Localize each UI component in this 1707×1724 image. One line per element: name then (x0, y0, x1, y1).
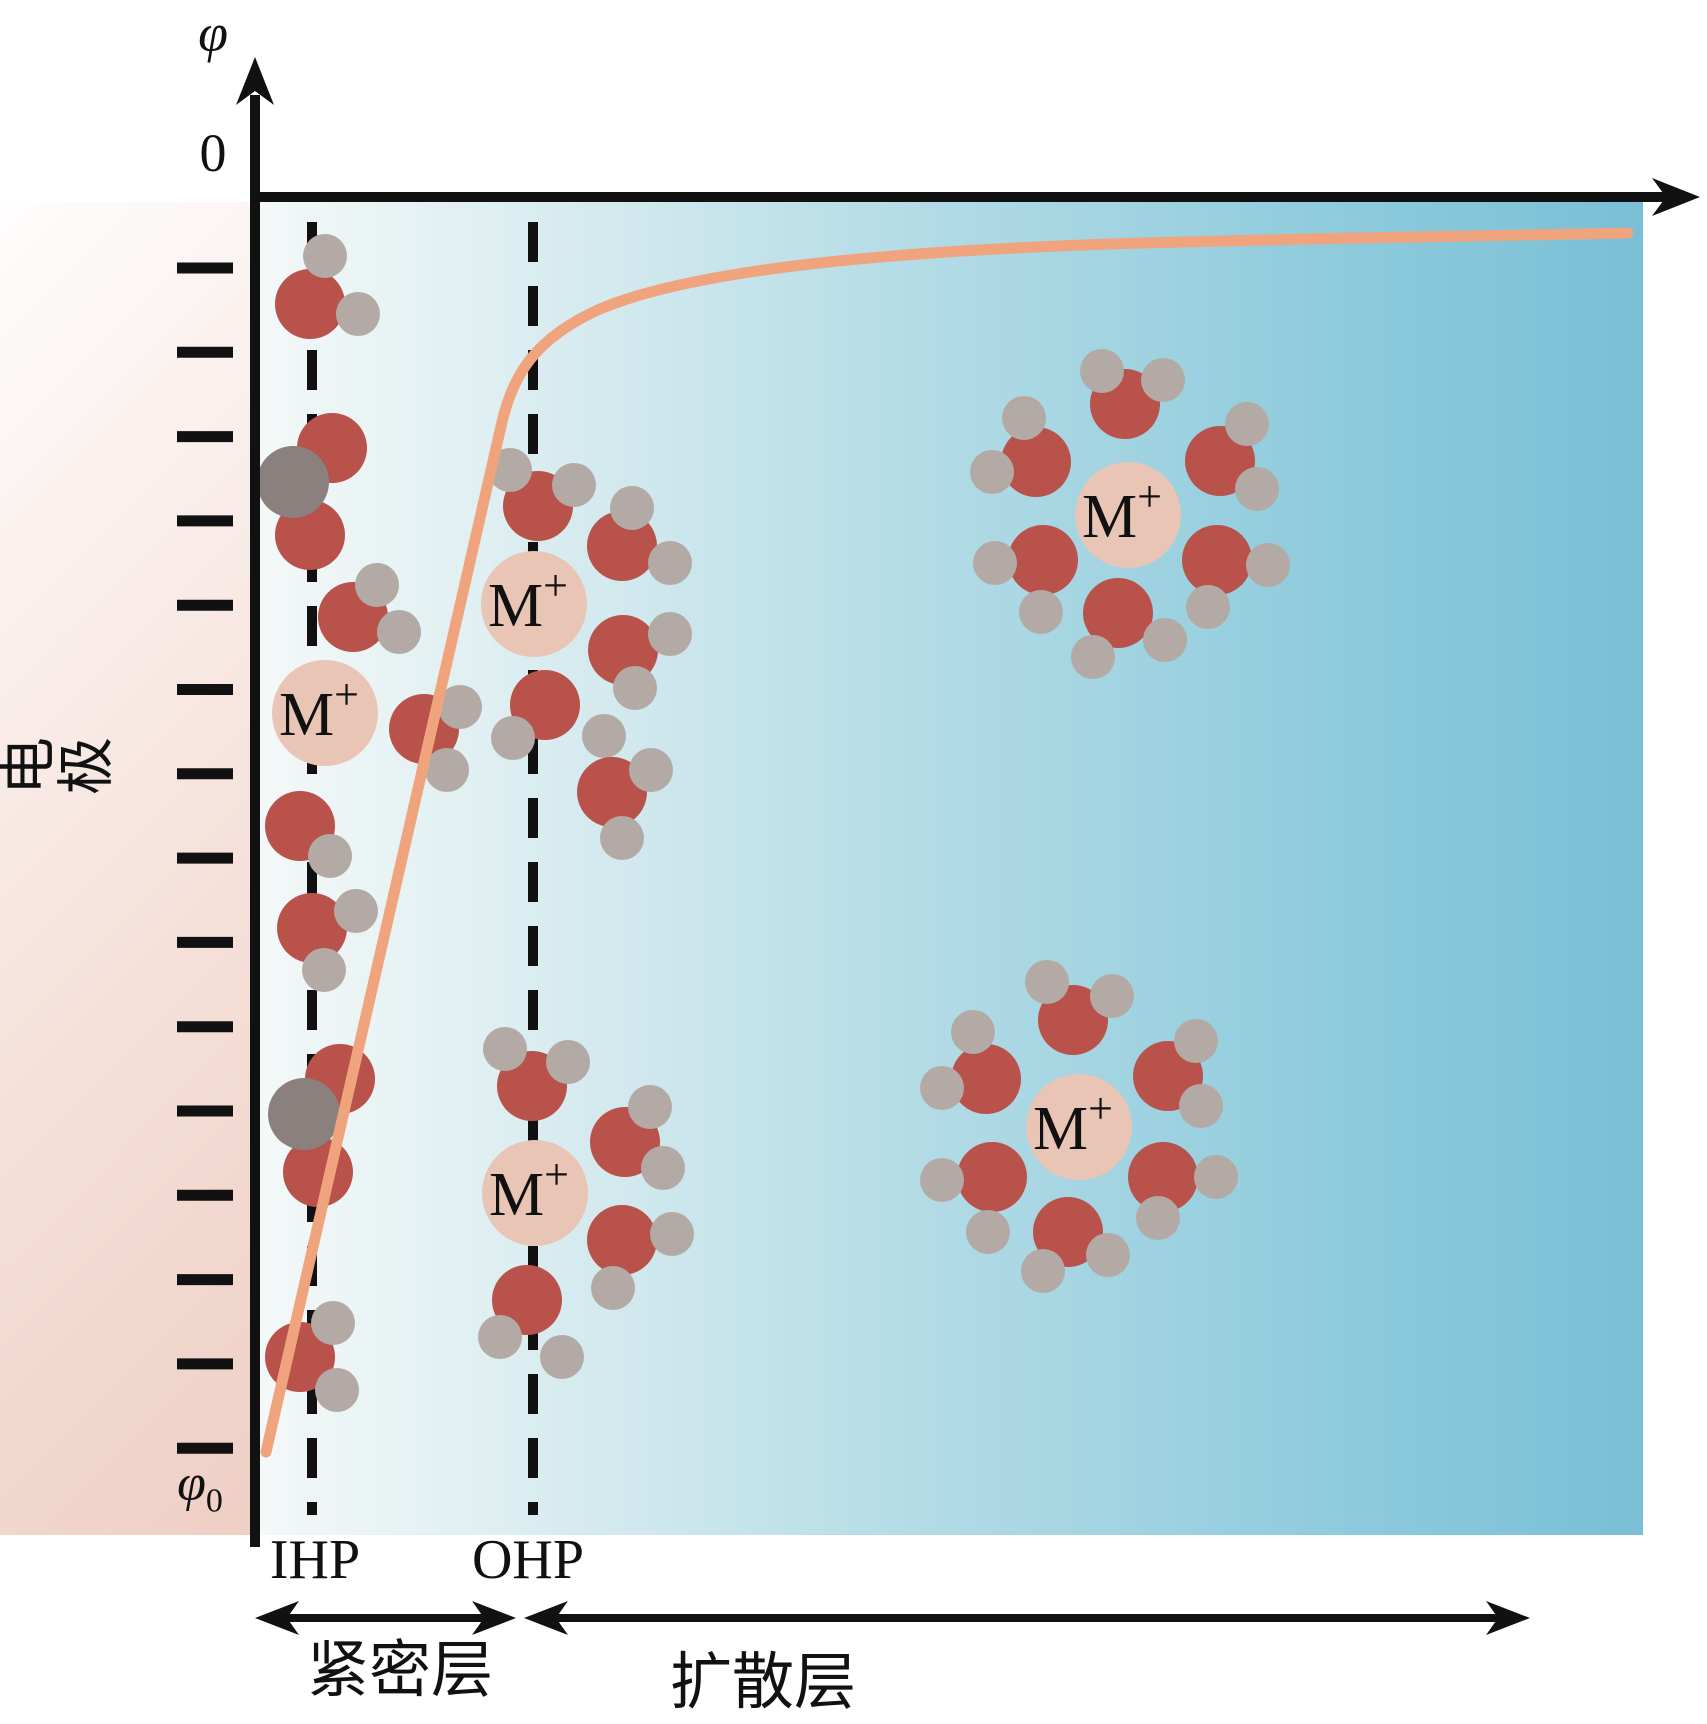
hydrogen-atom (336, 292, 380, 336)
hydrogen-atom (920, 1066, 964, 1110)
y-axis-arrowhead-icon (236, 57, 274, 105)
cation-circle (272, 660, 378, 766)
hydrogen-atom (1002, 396, 1046, 440)
adsorbed-ion (268, 1078, 340, 1150)
cation-label: M+ (489, 1150, 569, 1229)
hydrogen-atom (552, 463, 596, 507)
hydrogen-atom (1246, 543, 1290, 587)
hydrogen-atom (648, 541, 692, 585)
hydrogen-atom (1086, 1233, 1130, 1277)
hydrogen-atom (613, 666, 657, 710)
hydrogen-atom (1179, 1084, 1223, 1128)
hydrogen-atom (425, 748, 469, 792)
oxygen-atom (951, 1044, 1021, 1114)
phi-symbol: φ (177, 1455, 206, 1512)
hydrogen-atom (591, 1266, 635, 1310)
oxygen-atom (587, 1205, 657, 1275)
hydrogen-atom (650, 1212, 694, 1256)
hydrogen-atom (546, 1040, 590, 1084)
hydrogen-atom (1090, 974, 1134, 1018)
hydrogen-atom (648, 612, 692, 656)
oxygen-atom (1083, 578, 1153, 648)
axis-zero-label: 0 (199, 123, 227, 183)
hydrogen-atom (1021, 1249, 1065, 1293)
compact-layer-arrow-right-arrowhead-icon (472, 1601, 516, 1635)
oxygen-atom (277, 893, 347, 963)
oxygen-atom (275, 269, 345, 339)
oxygen-atom (1001, 427, 1071, 497)
hydrogen-atom (311, 1301, 355, 1345)
cation-label: M+ (1033, 1084, 1113, 1163)
cation-label: M+ (279, 670, 359, 749)
x-axis-arrowhead-icon (1652, 178, 1700, 216)
oxygen-atom (957, 1142, 1027, 1212)
cation-circle (1075, 462, 1181, 568)
hydrogen-atom (628, 1085, 672, 1129)
diffuse-layer-arrow-right-arrowhead-icon (1486, 1601, 1530, 1635)
electrode-label: 电极 (0, 730, 119, 795)
hydrogen-atom (1186, 585, 1230, 629)
diffuse-layer-arrow-left-arrowhead-icon (524, 1601, 568, 1635)
hydrogen-atom (973, 541, 1017, 585)
cation-circle (482, 1140, 588, 1246)
phi0-label: φ0 (150, 1455, 250, 1518)
hydrogen-atom (438, 685, 482, 729)
hydrogen-atom (540, 1335, 584, 1379)
hydrogen-atom (1025, 960, 1069, 1004)
ihp-label: IHP (269, 1529, 361, 1591)
hydrogen-atom (1174, 1019, 1218, 1063)
phi-subscript: 0 (205, 1482, 223, 1520)
hydrogen-atom (1235, 467, 1279, 511)
hydrogen-atom (334, 889, 378, 933)
hydrogen-atom (970, 450, 1014, 494)
oxygen-atom (1008, 525, 1078, 595)
hydrogen-atom (1225, 402, 1269, 446)
hydrogen-atom (610, 486, 654, 530)
potential-curve (260, 227, 1634, 1458)
hydrogen-atom (582, 714, 626, 758)
oxygen-atom (1182, 525, 1252, 595)
hydrogen-atom (1143, 618, 1187, 662)
hydrogen-atom (1141, 358, 1185, 402)
hydrogen-atom (1071, 635, 1115, 679)
hydrogen-atom (966, 1210, 1010, 1254)
hydrogen-atom (355, 563, 399, 607)
cation-circle (1026, 1074, 1132, 1180)
hydrogen-atom (629, 748, 673, 792)
hydrogen-atom (920, 1158, 964, 1202)
ohp-label: OHP (471, 1529, 585, 1591)
hydrogen-atom (308, 834, 352, 878)
hydrogen-atom (377, 610, 421, 654)
hydrogen-atom (315, 1368, 359, 1412)
hydrogen-atom (600, 816, 644, 860)
oxygen-atom (1033, 1197, 1103, 1267)
diffuse-layer-label: 扩散层 (669, 1649, 856, 1717)
compact-layer-label: 紧密层 (306, 1637, 493, 1705)
compact-layer-arrow-left-arrowhead-icon (255, 1601, 299, 1635)
oxygen-atom (1038, 985, 1108, 1055)
hydrogen-atom (951, 1010, 995, 1054)
hydrogen-atom (1019, 590, 1063, 634)
y-axis-label: φ (198, 3, 228, 63)
hydrogen-atom (478, 1315, 522, 1359)
hydrogen-atom (1080, 349, 1124, 393)
hydrogen-atom (491, 716, 535, 760)
cation-circle (481, 551, 587, 657)
solution-region (260, 202, 1643, 1535)
hydrogen-atom (303, 234, 347, 278)
hydrogen-atom (483, 1027, 527, 1071)
cation-label: M+ (488, 561, 568, 640)
hydrogen-atom (1194, 1155, 1238, 1199)
electrode-region (0, 202, 250, 1535)
cation-label: M+ (1082, 472, 1162, 551)
hydrogen-atom (1136, 1196, 1180, 1240)
hydrogen-atom (641, 1146, 685, 1190)
adsorbed-ion (257, 446, 329, 518)
hydrogen-atom (302, 948, 346, 992)
oxygen-atom (1128, 1142, 1198, 1212)
